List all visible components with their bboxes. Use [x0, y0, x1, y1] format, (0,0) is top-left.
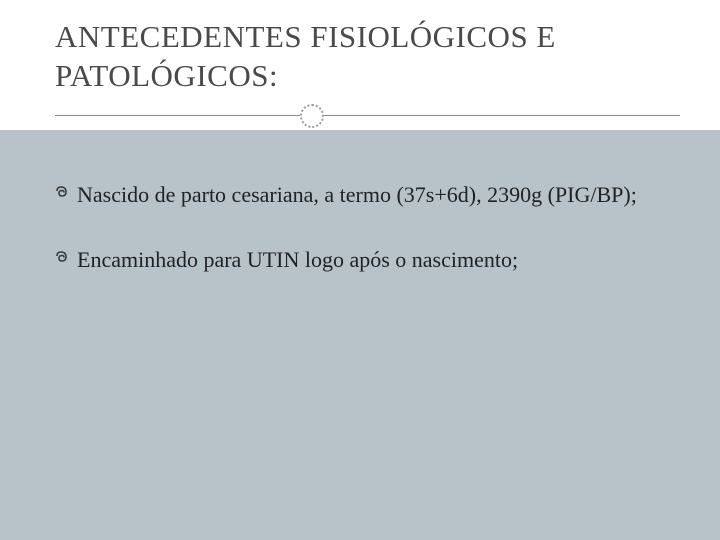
divider-circle-icon: [300, 104, 324, 128]
slide-title: ANTECEDENTES FISIOLÓGICOS E PATOLÓGICOS:: [55, 18, 680, 96]
swirl-bullet-icon: [55, 249, 75, 271]
list-item: Nascido de parto cesariana, a termo (37s…: [55, 180, 680, 210]
bullet-text: Encaminhado para UTIN logo após o nascim…: [77, 245, 680, 275]
swirl-bullet-icon: [55, 184, 75, 206]
slide: ANTECEDENTES FISIOLÓGICOS E PATOLÓGICOS:…: [0, 0, 720, 540]
bullet-text: Nascido de parto cesariana, a termo (37s…: [77, 180, 680, 210]
title-divider: [55, 102, 680, 130]
divider-line: [55, 115, 680, 116]
list-item: Encaminhado para UTIN logo após o nascim…: [55, 245, 680, 275]
content-area: Nascido de parto cesariana, a termo (37s…: [0, 130, 720, 540]
title-area: ANTECEDENTES FISIOLÓGICOS E PATOLÓGICOS:: [0, 0, 720, 130]
